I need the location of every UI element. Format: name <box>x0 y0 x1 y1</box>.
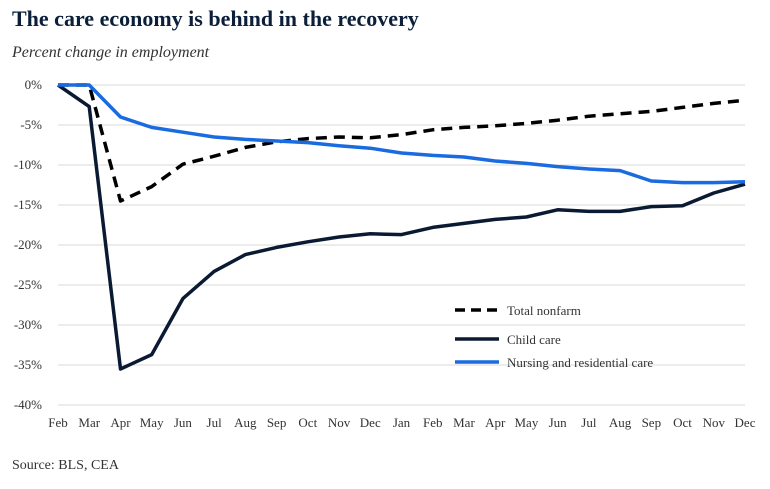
x-tick-label: Feb <box>48 415 68 430</box>
x-tick-label: Jun <box>174 415 193 430</box>
x-tick-label: Aug <box>234 415 257 430</box>
legend: Total nonfarm Child care Nursing and resid… <box>455 303 653 370</box>
x-tick-label: Mar <box>453 415 475 430</box>
x-tick-label: Oct <box>673 415 692 430</box>
x-tick-label: Nov <box>328 415 351 430</box>
x-tick-label: Oct <box>298 415 317 430</box>
x-tick-label: Jan <box>393 415 411 430</box>
y-tick-label: -30% <box>14 317 42 332</box>
x-tick-label: Sep <box>642 415 662 430</box>
y-tick-label: -10% <box>14 157 42 172</box>
x-tick-label: Dec <box>735 415 756 430</box>
legend-label: Total nonfarm <box>507 303 581 318</box>
x-tick-label: Apr <box>485 415 506 430</box>
y-tick-label: 0% <box>25 77 43 92</box>
x-tick-label: Nov <box>703 415 726 430</box>
y-tick-label: -20% <box>14 237 42 252</box>
x-tick-label: May <box>514 415 538 430</box>
x-axis-ticks: Feb Mar Apr May Jun Jul Aug Sep Oct Nov Dec Jan Feb M… <box>48 415 755 430</box>
source-note: Source: BLS, CEA <box>12 458 119 473</box>
y-tick-label: -25% <box>14 277 42 292</box>
chart-title: The care economy is behind in the recove… <box>12 6 419 31</box>
series-line-child-care <box>57 83 746 371</box>
x-tick-label: Aug <box>609 415 632 430</box>
y-tick-label: -35% <box>14 357 42 372</box>
y-tick-label: -5% <box>20 117 42 132</box>
x-tick-label: Jun <box>549 415 568 430</box>
x-tick-label: Apr <box>110 415 131 430</box>
x-tick-label: Feb <box>423 415 443 430</box>
x-tick-label: Sep <box>267 415 287 430</box>
series-lines <box>57 83 746 371</box>
series-line-nursing-and-residential-care <box>58 83 746 185</box>
y-axis-ticks: 0% -5% -10% -15% -20% -25% -30% -35% -40% <box>14 77 42 412</box>
x-tick-label: May <box>140 415 164 430</box>
x-tick-label: Mar <box>78 415 100 430</box>
chart-subtitle: Percent change in employment <box>12 44 210 61</box>
series-line-total-nonfarm <box>58 83 746 203</box>
x-tick-label: Jul <box>581 415 597 430</box>
x-tick-label: Jul <box>207 415 223 430</box>
y-tick-label: -15% <box>14 197 42 212</box>
x-tick-label: Dec <box>360 415 381 430</box>
y-tick-label: -40% <box>14 397 42 412</box>
legend-label: Nursing and residential care <box>507 355 653 370</box>
gridlines <box>58 84 745 406</box>
legend-label: Child care <box>507 332 561 347</box>
